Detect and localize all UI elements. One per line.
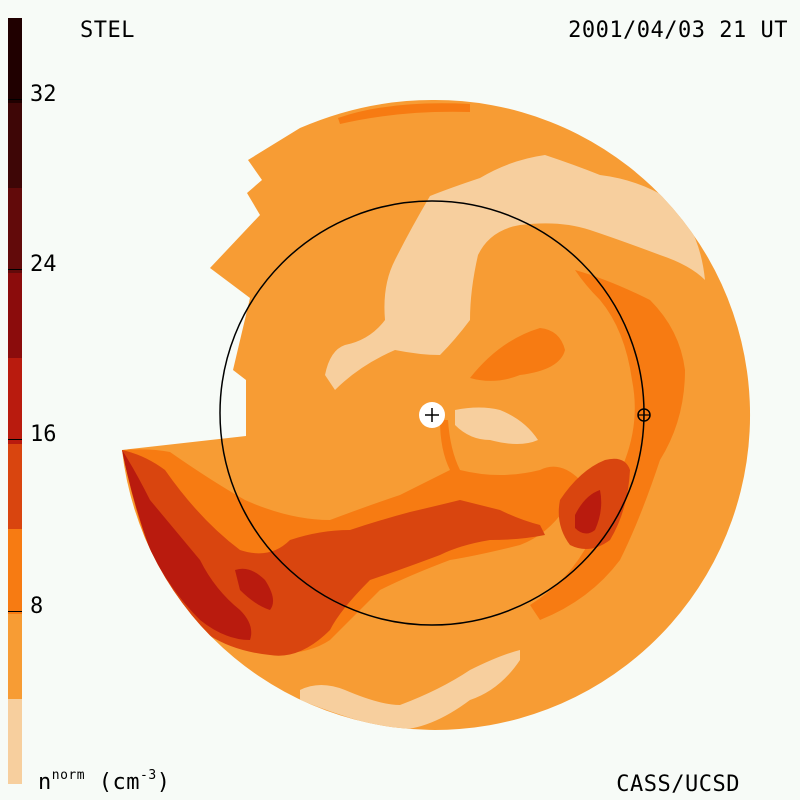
colorbar-segment bbox=[8, 613, 22, 699]
colorbar-segment bbox=[8, 18, 22, 104]
mid-density-region bbox=[470, 328, 565, 381]
light-density-region bbox=[455, 407, 538, 444]
colorbar-segment bbox=[8, 443, 22, 529]
sun-center-icon bbox=[419, 402, 445, 428]
light-density-region bbox=[300, 650, 520, 730]
credit-label: CASS/UCSD bbox=[616, 772, 740, 797]
colorbar-segment bbox=[8, 273, 22, 359]
mid-density-region bbox=[530, 270, 685, 620]
colorbar-segment bbox=[8, 188, 22, 274]
colorbar bbox=[8, 18, 22, 784]
darker-density-region bbox=[122, 450, 252, 640]
earth-icon bbox=[637, 408, 651, 422]
darker-density-region bbox=[575, 490, 602, 534]
darker-density-region bbox=[235, 568, 274, 610]
colorbar-segment bbox=[8, 358, 22, 444]
unit-label: nnorm (cm-3) bbox=[38, 768, 171, 795]
colorbar-segment bbox=[8, 103, 22, 189]
colorbar-segment bbox=[8, 528, 22, 614]
observatory-label: STEL bbox=[80, 18, 135, 43]
datetime-label: 2001/04/03 21 UT bbox=[568, 18, 788, 43]
light-density-region bbox=[325, 155, 705, 390]
rim-mid-region bbox=[338, 103, 470, 124]
colorbar-segment bbox=[8, 698, 22, 784]
